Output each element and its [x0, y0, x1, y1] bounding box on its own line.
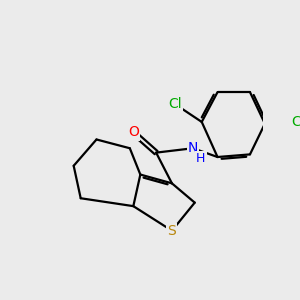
Text: Cl: Cl [291, 115, 300, 129]
Text: H: H [196, 152, 206, 165]
Text: Cl: Cl [169, 98, 182, 111]
Text: O: O [128, 125, 139, 140]
Text: N: N [188, 141, 198, 155]
Text: S: S [167, 224, 176, 238]
